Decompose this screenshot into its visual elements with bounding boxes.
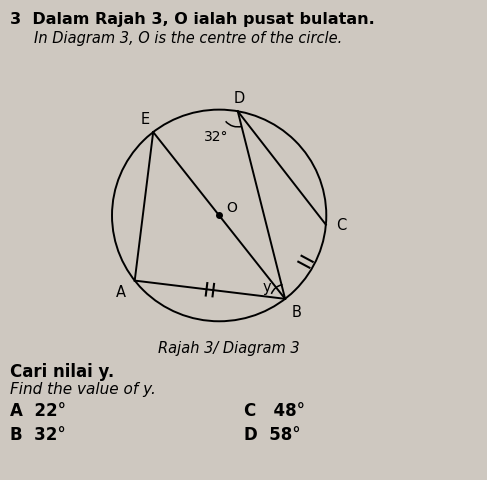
Text: Cari nilai y.: Cari nilai y.	[10, 362, 114, 380]
Text: In Diagram 3, O is the centre of the circle.: In Diagram 3, O is the centre of the cir…	[34, 31, 342, 46]
Text: C: C	[337, 218, 347, 233]
Text: E: E	[140, 112, 150, 127]
Text: O: O	[226, 200, 237, 214]
Text: C   48°: C 48°	[244, 401, 304, 419]
Text: A: A	[116, 285, 126, 300]
Text: B  32°: B 32°	[10, 425, 65, 443]
Text: D: D	[234, 91, 245, 106]
Text: Find the value of y.: Find the value of y.	[10, 382, 156, 396]
Text: B: B	[292, 304, 302, 319]
Text: 3  Dalam Rajah 3, O ialah pusat bulatan.: 3 Dalam Rajah 3, O ialah pusat bulatan.	[10, 12, 375, 27]
Text: y: y	[262, 280, 271, 295]
Text: D  58°: D 58°	[244, 425, 300, 443]
Text: 32°: 32°	[204, 130, 228, 144]
Text: A  22°: A 22°	[10, 401, 66, 419]
Text: Rajah 3/ Diagram 3: Rajah 3/ Diagram 3	[158, 340, 300, 356]
